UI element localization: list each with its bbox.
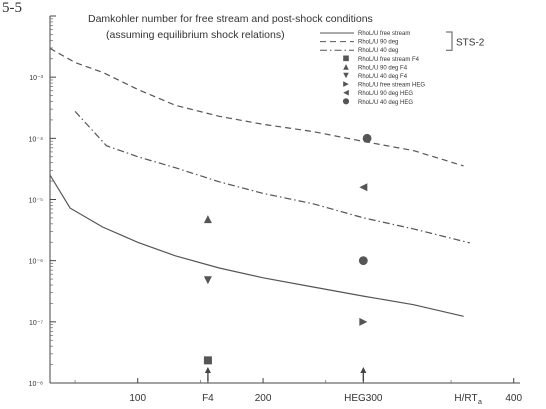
legend-marker	[343, 81, 349, 87]
data-point	[362, 133, 372, 143]
y-tick-label: 10⁻⁸	[29, 381, 43, 388]
legend-entry-label: RhoL/U free stream F4	[358, 57, 420, 63]
y-tick-label: 10⁻⁷	[29, 320, 43, 327]
legend-entry-label: RhoL/U free stream HEG	[358, 83, 425, 89]
y-tick-label: 10⁻⁶	[29, 259, 43, 266]
data-point	[358, 256, 368, 266]
legend-marker	[343, 64, 349, 70]
series-line	[49, 47, 464, 167]
data-point	[203, 276, 212, 285]
y-tick-label: 10⁻⁴	[29, 136, 44, 143]
x-axis-label-subscript: a	[478, 399, 482, 406]
data-point	[359, 317, 368, 326]
legend-entry-label: RhoL/U 40 deg	[358, 48, 398, 54]
legend-marker	[343, 72, 349, 79]
data-point	[203, 356, 212, 365]
legend-entry-label: RhoL/U 40 deg HEG	[358, 100, 413, 106]
x-tick-label: F4	[202, 393, 214, 404]
reference-arrow-head	[360, 367, 367, 373]
x-tick-label: HEG300	[344, 393, 383, 404]
figure-label: 5-5	[2, 0, 22, 16]
legend-entry-label: RhoL/U 90 deg F4	[358, 65, 408, 71]
legend-marker	[343, 89, 349, 96]
chart-subtitle: (assuming equilibrium shock relations)	[106, 29, 285, 41]
chart-title: Damkohler number for free stream and pos…	[88, 13, 373, 25]
x-axis-label: H/RT	[454, 393, 477, 404]
legend-group-label: STS-2	[456, 38, 485, 49]
legend-marker	[342, 98, 350, 105]
x-tick-label: 100	[129, 393, 146, 404]
series-line	[74, 110, 471, 244]
legend-entry-label: RhoL/U 40 deg F4	[358, 74, 408, 80]
x-tick-label: 400	[505, 393, 522, 404]
legend-entry-label: RhoL/U free stream	[358, 31, 410, 37]
reference-arrow-head	[204, 367, 211, 373]
data-point	[203, 215, 212, 224]
legend-group-bracket	[446, 31, 453, 51]
legend-marker	[343, 55, 349, 62]
y-tick-label: 10⁻⁵	[29, 198, 43, 205]
x-tick-label: 200	[255, 393, 272, 404]
legend-entry-label: RhoL/U 90 deg	[358, 40, 398, 46]
legend-entry-label: RhoL/U 90 deg HEG	[358, 91, 413, 97]
data-point	[359, 183, 368, 192]
series-line	[49, 174, 464, 317]
y-tick-label: 10⁻³	[29, 75, 43, 82]
